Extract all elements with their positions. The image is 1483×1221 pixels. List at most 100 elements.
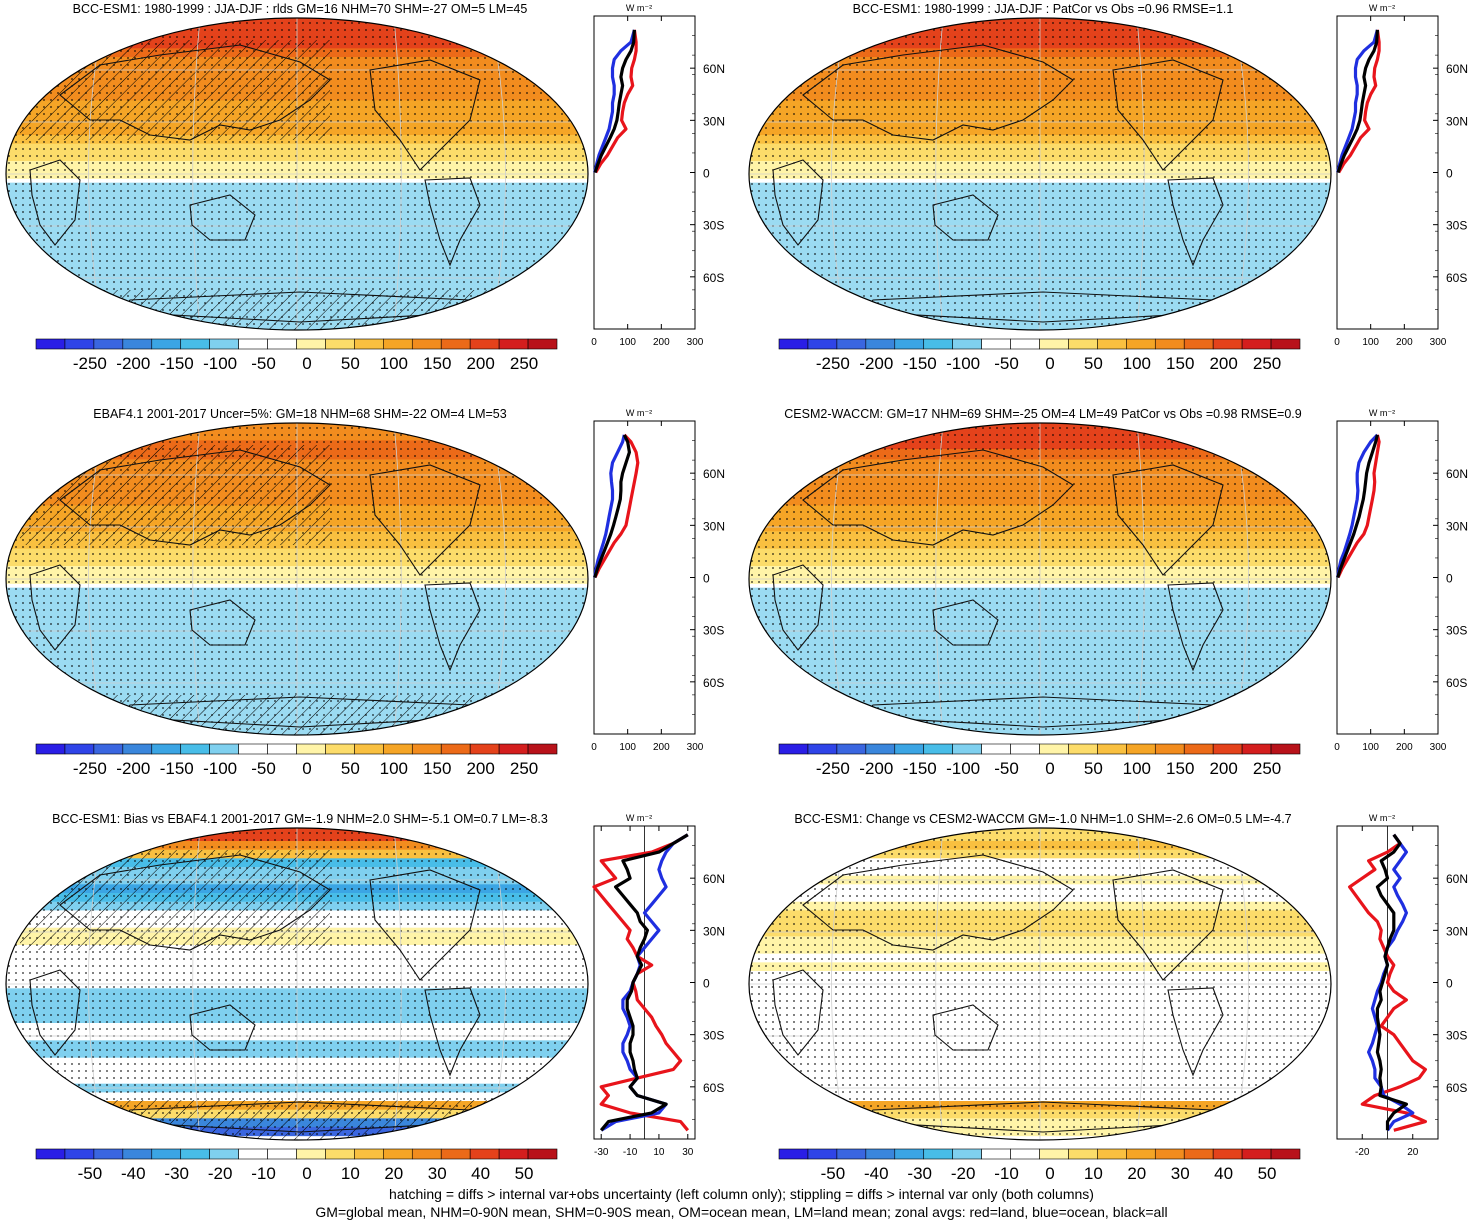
colorbar-tick-label: 0 (302, 354, 311, 373)
coastline (802, 44, 1074, 141)
colorbar-tick-label: -40 (864, 1164, 889, 1183)
colorbar-swatch (1010, 1148, 1040, 1160)
zonal-line-black (593, 434, 632, 578)
colorbar-tick-label: 250 (1253, 354, 1281, 373)
colorbar-swatch (440, 743, 471, 755)
panel-graphic: -250 -200 -150 -100 -50 0 50 100 150 200 250 W m⁻² 6… (748, 408, 1468, 778)
map-outline (748, 827, 1332, 1141)
hatching-nh (20, 40, 330, 140)
colorbar-tick-label: 150 (1166, 354, 1194, 373)
colorbar-tick-label: -30 (907, 1164, 932, 1183)
world-map (6, 423, 588, 735)
lat-tick-label: 30S (1446, 1029, 1467, 1043)
colorbar-swatch (1010, 338, 1040, 350)
coastline (189, 1004, 256, 1051)
zonal-unit-label: W m⁻² (626, 408, 652, 418)
x-tick-label: 200 (653, 742, 670, 753)
colorbar-swatch (1154, 743, 1185, 755)
coastline (772, 159, 824, 246)
colorbar-swatch (1039, 1148, 1069, 1160)
colorbar-swatch (1126, 1148, 1156, 1160)
lat-tick-label: 60N (703, 62, 725, 76)
coastline (1167, 987, 1224, 1077)
colorbar-swatch (296, 338, 326, 350)
colorbar-swatch (151, 1148, 182, 1160)
colorbar-swatch (865, 743, 896, 755)
colorbar-swatch (1068, 743, 1098, 755)
x-tick-label: -10 (623, 1147, 638, 1158)
colorbar-swatch (209, 338, 239, 350)
graticule (935, 828, 944, 1140)
colorbar-tick-label: 50 (1258, 1164, 1277, 1183)
colorbar-tick-label: -10 (994, 1164, 1019, 1183)
colorbar-tick-label: 50 (341, 759, 360, 778)
colorbar-tick-label: -150 (903, 354, 937, 373)
zonal-line-red (594, 29, 638, 174)
colorbar-tick-label: -200 (859, 759, 893, 778)
stippling (749, 423, 1331, 735)
lat-tick-label: 60N (1446, 62, 1468, 76)
lat-tick-label: 60S (703, 676, 724, 690)
lat-tick-label: 30S (1446, 624, 1467, 638)
x-tick-label: 20 (1407, 1147, 1419, 1158)
hatching-sh (20, 1100, 580, 1140)
colorbar-swatch (1212, 743, 1243, 755)
panel-title: BCC-ESM1: Bias vs EBAF4.1 2001-2017 GM=-… (52, 812, 548, 826)
colorbar-swatch (64, 338, 95, 350)
lat-tick-label: 0 (1446, 572, 1453, 586)
colorbar-swatch (354, 338, 384, 350)
colorbar-swatch (778, 1148, 809, 1160)
colorbar-swatch (923, 338, 953, 350)
zonal-line-black (599, 833, 689, 1132)
colorbar-swatch (836, 338, 867, 350)
colorbar-swatch (894, 743, 925, 755)
colorbar-swatch (981, 743, 1011, 755)
colorbar-swatch (296, 1148, 326, 1160)
colorbar-tick-label: -150 (160, 759, 194, 778)
colorbar-tick-label: -50 (994, 354, 1019, 373)
graticule (1136, 423, 1145, 735)
world-map (749, 18, 1331, 330)
graticule (1136, 18, 1145, 330)
colorbar-swatch (180, 338, 210, 350)
colorbar-tick-label: 10 (341, 1164, 360, 1183)
colorbar-tick-label: -250 (73, 354, 107, 373)
colorbar-swatch (1241, 338, 1272, 350)
colorbar-swatch (1212, 1148, 1243, 1160)
graticule (393, 18, 402, 330)
colorbar-tick-label: -100 (946, 354, 980, 373)
zonal-line-black (593, 29, 636, 174)
colorbar-swatch (238, 743, 268, 755)
coastline (59, 44, 331, 141)
zonal-line-blue (1336, 433, 1379, 578)
colorbar-tick-label: 150 (423, 354, 451, 373)
x-tick-label: 100 (619, 742, 636, 753)
colorbar-swatch (498, 338, 529, 350)
panel-bcc-esm1-patcor: -250 -200 -150 -100 -50 0 50 100 150 200 250 W m⁻² 6… (743, 0, 1483, 405)
x-tick-label: -20 (1355, 1147, 1370, 1158)
colorbar-swatch (1212, 338, 1243, 350)
lat-tick-label: 30N (703, 924, 725, 938)
map-outline (5, 827, 589, 1141)
panel-bias-vs-ebaf: -50 -40 -30 -20 -10 0 10 20 30 40 50 W m⁻² 60N 30N 0 30… (0, 810, 740, 1215)
lat-tick-label: 60S (1446, 1081, 1467, 1095)
coastline (189, 194, 256, 241)
lat-tick-label: 30N (1446, 114, 1468, 128)
colorbar-swatch (469, 743, 500, 755)
lat-tick-label: 0 (703, 167, 710, 181)
colorbar-swatch (180, 1148, 210, 1160)
colorbar-swatch (122, 1148, 153, 1160)
colorbar-swatch (209, 1148, 239, 1160)
colorbar-tick-label: 0 (302, 759, 311, 778)
panel-bcc-esm1-climatology: -250 -200 -150 -100 -50 0 50 100 150 200 250 W m⁻² 6… (0, 0, 740, 405)
x-tick-label: 0 (1334, 742, 1340, 753)
colorbar-swatch (778, 338, 809, 350)
graticule (935, 18, 944, 330)
panel-graphic: -50 -40 -30 -20 -10 0 10 20 30 40 50 W m⁻² 60N 30N 0 30… (5, 813, 725, 1183)
map-outline (5, 17, 589, 331)
colorbar-tick-label: 0 (302, 1164, 311, 1183)
lat-tick-label: 30N (703, 519, 725, 533)
colorbar: -250 -200 -150 -100 -50 0 50 100 150 200 250 (778, 743, 1301, 778)
colorbar-tick-label: -100 (203, 354, 237, 373)
colorbar-tick-label: 150 (1166, 759, 1194, 778)
